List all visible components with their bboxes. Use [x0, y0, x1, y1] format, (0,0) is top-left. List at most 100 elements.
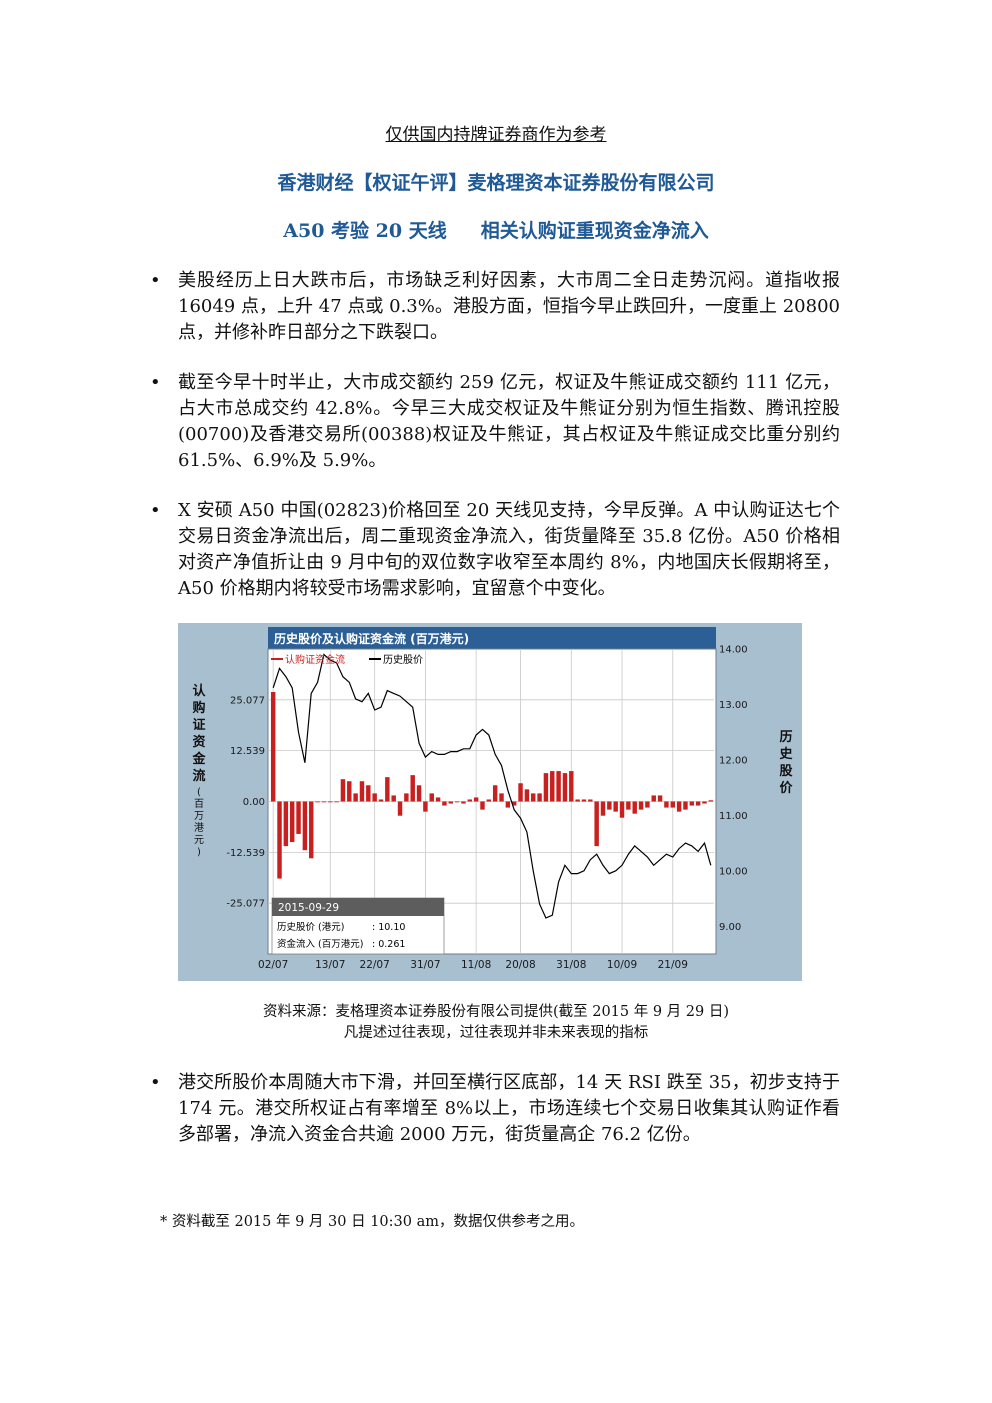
- chart-title: 历史股价及认购证资金流 (百万港元): [274, 631, 469, 646]
- bullet-item: • 截至今早十时半止，大市成交额约 259 亿元，权证及牛熊证成交额约 111 …: [150, 370, 840, 474]
- flow-bar: [334, 801, 339, 803]
- chart-legend: 认购证资金流 历史股价: [271, 653, 423, 666]
- left-axis-title-char: 资: [192, 734, 205, 750]
- flow-bar: [664, 801, 669, 808]
- chart-tooltip: 2015-09-29 历史股价 (港元) : 10.10 资金流入 (百万港元)…: [271, 897, 445, 955]
- flow-bar: [670, 801, 675, 808]
- subtitle-part1: A50 考验 20 天线: [283, 220, 447, 242]
- right-axis-tick-label: 14.00: [719, 645, 748, 656]
- x-axis-tick-label: 22/07: [360, 959, 390, 971]
- right-axis-tick-label: 12.00: [719, 755, 748, 766]
- flow-bar: [448, 801, 453, 804]
- flow-bar: [461, 801, 466, 804]
- flow-bar: [626, 801, 631, 810]
- flow-bar: [442, 801, 447, 806]
- left-axis-tick-label: 0.00: [243, 797, 265, 808]
- flow-bar: [689, 801, 695, 806]
- flow-bar: [410, 775, 415, 802]
- flow-bar: [645, 801, 650, 808]
- right-axis-title-char: 历: [779, 730, 792, 745]
- bullet-dot: •: [150, 270, 161, 291]
- bullet-text: 美股经历上日大跌市后，市场缺乏利好因素，大市周二全日走势沉闷。道指收报 1604…: [178, 270, 840, 343]
- flow-bar: [467, 799, 473, 802]
- legend-line-swatch: [369, 658, 381, 660]
- left-axis-unit-char: 百: [194, 798, 204, 810]
- flow-bar: [366, 785, 371, 802]
- flow-bar: [429, 793, 434, 802]
- flow-bar: [473, 797, 479, 802]
- disclaimer: 仅供国内持牌证券商作为参考: [385, 125, 607, 145]
- left-axis-title-char: 流: [192, 768, 205, 784]
- left-axis-unit-char: ): [197, 847, 201, 858]
- chart-source: 资料来源：麦格理资本证券股份有限公司提供(截至 2015 年 9 月 29 日): [262, 1004, 730, 1020]
- right-axis-title-char: 史: [779, 746, 793, 762]
- x-axis-tick-label: 11/08: [461, 959, 491, 971]
- x-axis-tick-label: 13/07: [315, 959, 345, 971]
- flow-bar: [309, 801, 314, 859]
- flow-bar: [353, 793, 358, 802]
- flow-bar: [423, 801, 428, 812]
- flow-bar: [454, 801, 460, 803]
- tooltip-header: [272, 898, 444, 916]
- flow-bar: [499, 793, 504, 802]
- flow-bar: [550, 771, 555, 802]
- footnote: * 资料截至 2015 年 9 月 30 日 10:30 am，数据仅供参考之用…: [160, 1214, 584, 1230]
- flow-bar: [492, 785, 498, 802]
- x-axis-tick-label: 31/07: [410, 959, 440, 971]
- left-axis-unit-char: 万: [194, 811, 204, 822]
- flow-bar: [372, 793, 377, 802]
- flow-bar: [359, 781, 365, 802]
- flow-bar: [702, 801, 707, 804]
- flow-bar: [600, 801, 606, 816]
- flow-bar: [302, 801, 308, 851]
- x-axis-tick-label: 20/08: [505, 959, 535, 971]
- tooltip-flow-value: : 0.261: [372, 939, 405, 950]
- tooltip-flow-label: 资金流入 (百万港元): [277, 938, 363, 950]
- right-axis-title-char: 股: [779, 764, 792, 779]
- legend-bar-label: 认购证资金流: [285, 653, 345, 666]
- flow-bar: [270, 691, 276, 802]
- flow-bar: [397, 801, 403, 816]
- flow-bar: [391, 795, 396, 802]
- flow-bar: [594, 801, 599, 847]
- legend-line-label: 历史股价: [383, 654, 423, 666]
- bullet-dot: •: [150, 500, 161, 521]
- flow-bar: [289, 801, 295, 843]
- subtitle-part2: 相关认购证重现资金净流入: [480, 220, 709, 242]
- right-axis-tick-label: 9.00: [719, 922, 741, 933]
- flow-bar: [347, 781, 352, 802]
- flow-bar: [657, 795, 663, 802]
- flow-bar: [575, 799, 580, 802]
- left-axis-tick-label: -25.077: [226, 899, 265, 910]
- left-axis-unit-char: 港: [194, 822, 204, 834]
- left-axis-title-char: 认: [192, 683, 206, 699]
- bullet-text: 截至今早十时半止，大市成交额约 259 亿元，权证及牛熊证成交额约 111 亿元…: [178, 372, 840, 471]
- flow-bar: [537, 793, 542, 802]
- flow-bar: [607, 801, 612, 810]
- x-axis-tick-label: 10/09: [607, 959, 637, 971]
- left-axis-unit-char: (: [197, 787, 201, 798]
- flow-bar: [531, 793, 536, 802]
- flow-bar: [296, 801, 301, 834]
- right-axis-tick-label: 13.00: [719, 700, 748, 711]
- tooltip-price-value: : 10.10: [372, 922, 405, 933]
- price-flow-chart: 历史股价及认购证资金流 (百万港元) 25.077 12.539 0.00 -12.5…: [178, 623, 802, 981]
- left-axis-title-char: 金: [191, 751, 206, 767]
- flow-bar: [321, 801, 327, 803]
- right-axis-tick-label: 11.00: [719, 811, 748, 822]
- flow-bar: [632, 801, 637, 814]
- bullet-text: 港交所股价本周随大市下滑，并回至横行区底部，14 天 RSI 跌至 35，初步支…: [178, 1072, 840, 1145]
- left-axis-title-char: 证: [192, 718, 205, 733]
- flow-bar: [708, 800, 714, 802]
- bullet-text: X 安硕 A50 中国(02823)价格回至 20 天线见支持，今早反弹。A 中…: [178, 500, 840, 599]
- flow-bar: [588, 799, 593, 802]
- left-axis-title-char: 购: [192, 700, 205, 716]
- bullet-dot: •: [150, 372, 161, 393]
- price-series-line: [272, 653, 712, 919]
- flow-bar: [340, 779, 346, 802]
- chart-disclaimer: 凡提述过往表现，过往表现并非未来表现的指标: [343, 1025, 649, 1041]
- left-axis-tick-label: 25.077: [230, 695, 265, 706]
- x-axis-tick-label: 02/07: [258, 959, 288, 971]
- flow-bar: [638, 801, 644, 810]
- flow-bar: [283, 801, 289, 847]
